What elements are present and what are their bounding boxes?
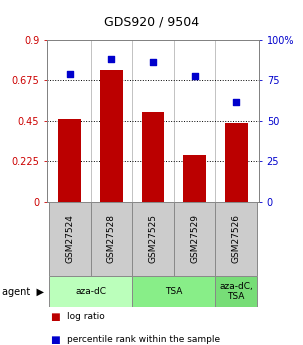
Text: GSM27526: GSM27526 xyxy=(232,214,241,264)
Text: GSM27524: GSM27524 xyxy=(65,215,74,263)
Text: GDS920 / 9504: GDS920 / 9504 xyxy=(104,16,199,29)
Text: aza-dC: aza-dC xyxy=(75,287,106,296)
Text: log ratio: log ratio xyxy=(67,312,105,321)
Bar xyxy=(58,119,81,202)
Text: GSM27528: GSM27528 xyxy=(107,214,116,264)
Bar xyxy=(132,276,215,307)
Bar xyxy=(183,155,206,202)
Bar xyxy=(49,276,132,307)
Text: ■: ■ xyxy=(50,335,60,345)
Text: GSM27525: GSM27525 xyxy=(148,214,158,264)
Point xyxy=(151,59,155,64)
Text: agent  ▶: agent ▶ xyxy=(2,287,44,296)
Text: TSA: TSA xyxy=(165,287,182,296)
Text: ■: ■ xyxy=(50,312,60,322)
Bar xyxy=(49,202,91,276)
Text: aza-dC,
TSA: aza-dC, TSA xyxy=(219,282,253,301)
Bar xyxy=(132,202,174,276)
Bar xyxy=(91,202,132,276)
Point xyxy=(67,71,72,77)
Point xyxy=(192,73,197,79)
Bar xyxy=(100,70,123,202)
Bar xyxy=(215,276,257,307)
Point xyxy=(234,99,239,105)
Bar xyxy=(174,202,215,276)
Bar xyxy=(215,202,257,276)
Text: percentile rank within the sample: percentile rank within the sample xyxy=(67,335,220,344)
Point xyxy=(109,56,114,62)
Bar xyxy=(225,124,248,202)
Bar xyxy=(142,112,165,202)
Text: GSM27529: GSM27529 xyxy=(190,214,199,264)
